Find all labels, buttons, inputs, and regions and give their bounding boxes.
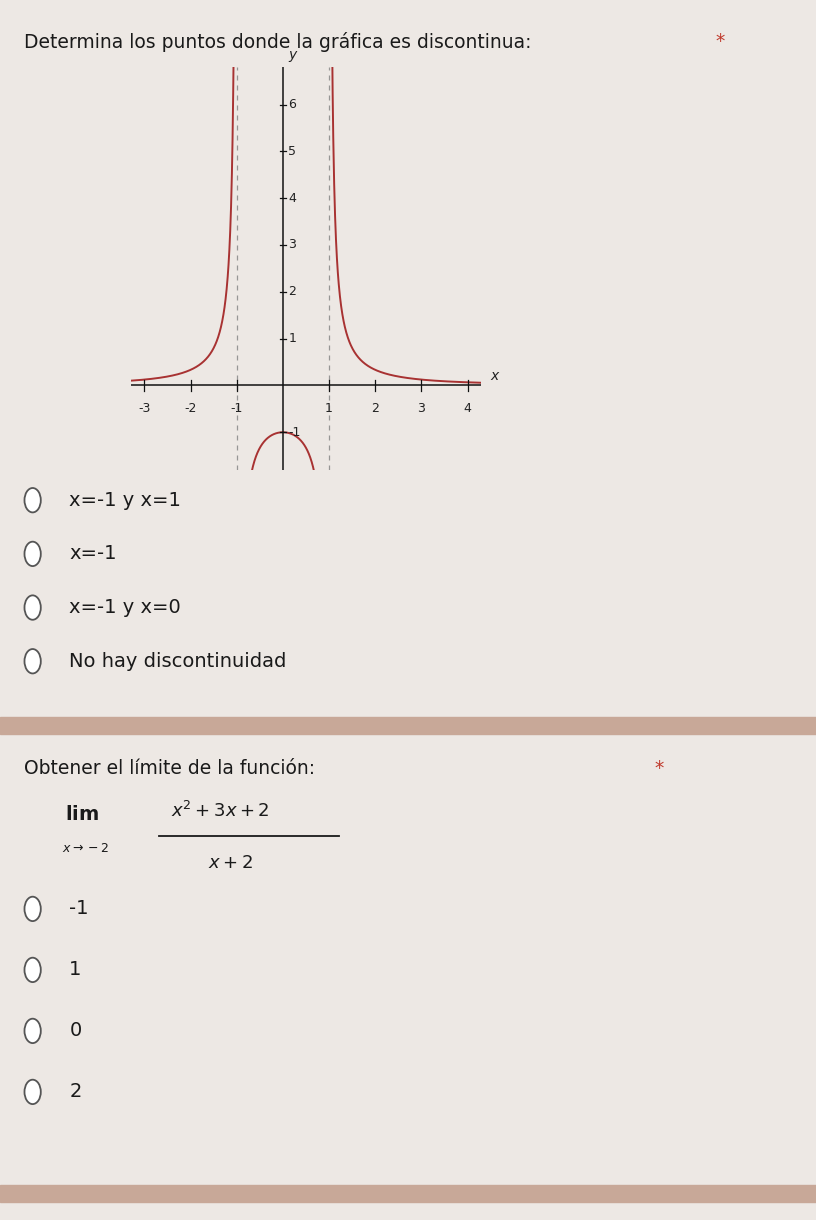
Circle shape — [24, 488, 41, 512]
Text: 4: 4 — [463, 401, 472, 415]
Text: 3: 3 — [418, 401, 425, 415]
Text: x=-1 y x=0: x=-1 y x=0 — [69, 598, 181, 617]
Text: -2: -2 — [184, 401, 197, 415]
Circle shape — [24, 595, 41, 620]
Text: *: * — [710, 32, 725, 51]
Text: -3: -3 — [138, 401, 151, 415]
Text: 1: 1 — [325, 401, 333, 415]
Text: Determina los puntos donde la gráfica es discontinua:: Determina los puntos donde la gráfica es… — [24, 32, 532, 51]
Text: $\mathbf{lim}$: $\mathbf{lim}$ — [64, 804, 99, 824]
Text: 3: 3 — [288, 238, 296, 251]
Text: 0: 0 — [69, 1021, 82, 1041]
Text: 5: 5 — [288, 145, 296, 157]
Text: $x + 2$: $x + 2$ — [208, 854, 253, 872]
Circle shape — [24, 958, 41, 982]
Text: x=-1 y x=1: x=-1 y x=1 — [69, 490, 181, 510]
Text: Obtener el límite de la función:: Obtener el límite de la función: — [24, 759, 316, 778]
Circle shape — [24, 542, 41, 566]
Text: -1: -1 — [69, 899, 89, 919]
Bar — [0, 717, 816, 734]
Text: 4: 4 — [288, 192, 296, 205]
Circle shape — [24, 1019, 41, 1043]
Text: 1: 1 — [69, 960, 82, 980]
Circle shape — [24, 1080, 41, 1104]
Text: 6: 6 — [288, 98, 296, 111]
Circle shape — [24, 649, 41, 673]
Text: No hay discontinuidad: No hay discontinuidad — [69, 651, 286, 671]
Text: $x{\to}-2$: $x{\to}-2$ — [62, 842, 109, 855]
Circle shape — [24, 897, 41, 921]
Text: 2: 2 — [371, 401, 379, 415]
Text: $x^2 + 3x + 2$: $x^2 + 3x + 2$ — [171, 802, 270, 821]
Text: -1: -1 — [231, 401, 243, 415]
Text: 2: 2 — [288, 285, 296, 299]
Text: x: x — [490, 370, 499, 383]
Text: y: y — [288, 49, 297, 62]
Text: 2: 2 — [69, 1082, 82, 1102]
Text: -1: -1 — [288, 426, 301, 439]
Text: x=-1: x=-1 — [69, 544, 117, 564]
Text: 1: 1 — [288, 332, 296, 345]
Text: *: * — [649, 759, 664, 778]
Bar — [0, 1185, 816, 1202]
